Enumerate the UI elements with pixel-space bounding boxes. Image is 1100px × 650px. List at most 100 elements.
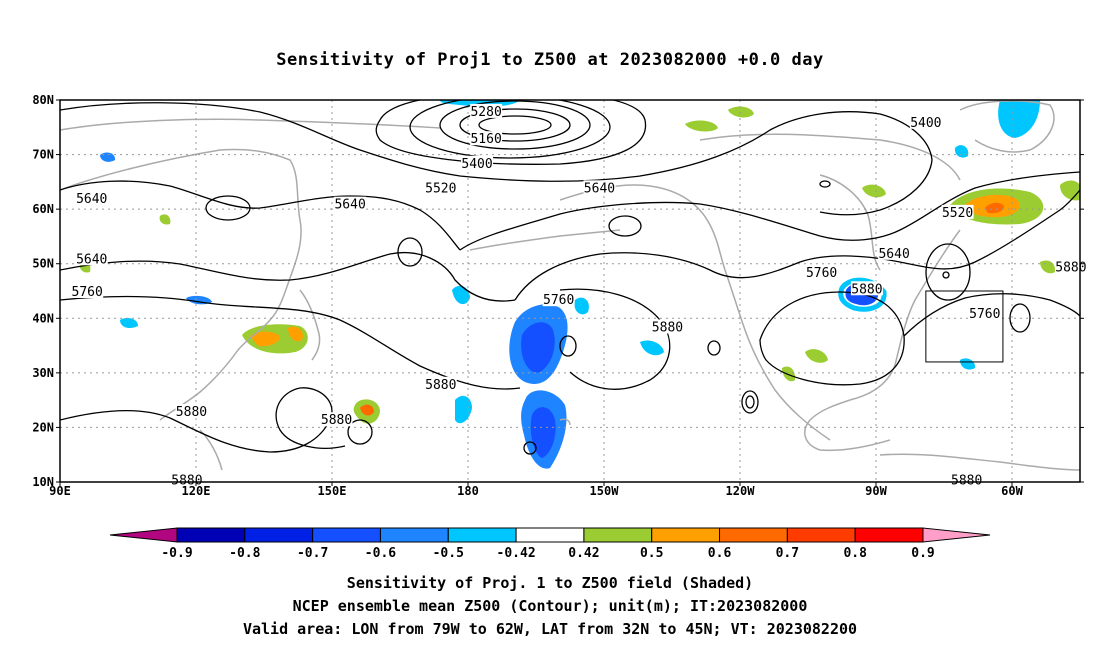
- colorbar-segment: [651, 527, 721, 543]
- contour-label: 5640: [76, 192, 107, 207]
- coastline-na-north: [699, 133, 961, 181]
- ytick-label: 50N: [32, 257, 54, 271]
- contour-label-bg: [470, 131, 503, 146]
- contour-label-bg: [334, 196, 367, 211]
- contour-label: 5400: [910, 116, 941, 131]
- colorbar: -0.9 -0.8 -0.7 -0.6 -0.5 -0.42 0.42 0.5 0.6 0.7 0.…: [109, 527, 991, 561]
- coastline-na-west: [724, 269, 831, 441]
- contour-label: 5880: [851, 282, 882, 297]
- negative-light-3: [574, 297, 589, 315]
- contour-label: 5760: [969, 307, 1000, 322]
- contour-low-atlantic: [925, 243, 971, 301]
- colorbar-low-arrow: [109, 527, 178, 543]
- contour-high-pacific: [559, 335, 577, 357]
- colorbar-tick-label: -0.7: [297, 546, 328, 561]
- xtick-label: 60W: [1001, 484, 1023, 498]
- contour-label: 5400: [461, 157, 492, 172]
- positive-gulf-1: [805, 349, 828, 363]
- coastline-gulf: [804, 399, 891, 452]
- contour-label: 5640: [334, 198, 365, 213]
- coastline-east-asia: [60, 148, 302, 421]
- positive-east-asia-core: [250, 326, 303, 347]
- valid-area-box: [925, 290, 1004, 363]
- colorbar-segment: [379, 527, 449, 543]
- contour-label: 5880: [1055, 260, 1086, 275]
- colorbar-segment: [312, 527, 381, 543]
- contour-label-bg: [542, 292, 575, 307]
- xtick-label: 150E: [318, 484, 347, 498]
- xtick-label: 90W: [865, 484, 887, 498]
- ytick-label: 80N: [32, 93, 54, 107]
- coastline-caribbean: [879, 453, 1080, 471]
- sensitivity-shading: [79, 100, 1080, 469]
- contour-small-2: [741, 390, 759, 414]
- contour-label-bg: [71, 284, 104, 298]
- coastline-na-east: [849, 229, 961, 401]
- contour-label: 5640: [878, 247, 909, 262]
- contour-labels: 5280 5160 5400 5520 5640 5640 5640 5400 5520 5640…: [71, 103, 1087, 488]
- positive-arctic-1: [685, 120, 718, 132]
- colorbar-segment: [854, 527, 924, 543]
- contour-label: 5760: [543, 293, 574, 308]
- ytick-label: 20N: [32, 420, 54, 434]
- contour-label-bg: [941, 204, 974, 219]
- coastline-japan: [299, 289, 321, 361]
- contour-label: 5880: [652, 320, 683, 335]
- negative-small-4: [960, 358, 976, 370]
- coastline-greenland: [959, 100, 1055, 153]
- contour-label: 5520: [425, 181, 456, 196]
- coastline-aleutians: [469, 229, 621, 251]
- colorbar-segment: [583, 527, 653, 543]
- contour-label-bg: [170, 472, 203, 487]
- contour-low-5340: [409, 100, 611, 159]
- colorbar-tick-label: -0.42: [497, 546, 536, 561]
- coastline-philippines: [199, 429, 223, 471]
- contour-small-1: [745, 395, 755, 409]
- contour-label-bg: [850, 281, 883, 296]
- contour-5640-mid: [459, 171, 1080, 251]
- contour-label: 5760: [72, 285, 103, 300]
- negative-plume-south-core: [530, 407, 556, 458]
- contour-label-bg: [950, 472, 983, 487]
- negative-atlantic-ring: [838, 277, 887, 312]
- contour-label-bg: [424, 180, 457, 195]
- ytick-label: 40N: [32, 311, 54, 325]
- colorbar-tick-label: -0.6: [365, 546, 396, 561]
- contour-label: 5880: [321, 413, 352, 428]
- positive-canada: [862, 184, 886, 198]
- contour-low-5220: [459, 108, 571, 142]
- contour-low-5160: [478, 115, 552, 135]
- contour-label-bg: [1054, 259, 1087, 274]
- contour-label-bg: [909, 114, 942, 129]
- contour-5880-atlantic: [903, 293, 1080, 337]
- xtick-label: 90E: [49, 484, 71, 498]
- contour-label-bg: [470, 103, 503, 118]
- colorbar-segment: [719, 527, 788, 543]
- contour-low-atlantic-inner: [942, 271, 950, 279]
- colorbar-segment: [244, 527, 314, 543]
- negative-small-2: [120, 318, 138, 328]
- colorbar-tick-label: 0.6: [708, 546, 732, 561]
- contour-label: 5880: [176, 405, 207, 420]
- contour-5880-east-loop: [759, 291, 905, 386]
- contour-label-bg: [805, 264, 838, 279]
- xtick-label: 150W: [590, 484, 620, 498]
- contour-label-bg: [424, 376, 457, 391]
- coastline-hawaii: [559, 418, 571, 426]
- negative-light-4: [640, 340, 664, 356]
- positive-gulf-2: [782, 366, 796, 382]
- colorbar-segment: [515, 527, 585, 543]
- colorbar-tick-label: -0.5: [433, 546, 464, 561]
- contour-label: 5640: [76, 252, 107, 267]
- positive-west-pacific-core: [360, 404, 374, 416]
- positive-arctic-2: [728, 106, 754, 118]
- xtick-label: 120W: [726, 484, 756, 498]
- coastline-siberia: [60, 118, 441, 131]
- contour-label: 5520: [942, 206, 973, 221]
- contour-5640-west: [60, 180, 461, 251]
- contour-label-bg: [968, 305, 1001, 320]
- contour-label-bg: [75, 251, 108, 266]
- xtick-label: 120E: [182, 484, 211, 498]
